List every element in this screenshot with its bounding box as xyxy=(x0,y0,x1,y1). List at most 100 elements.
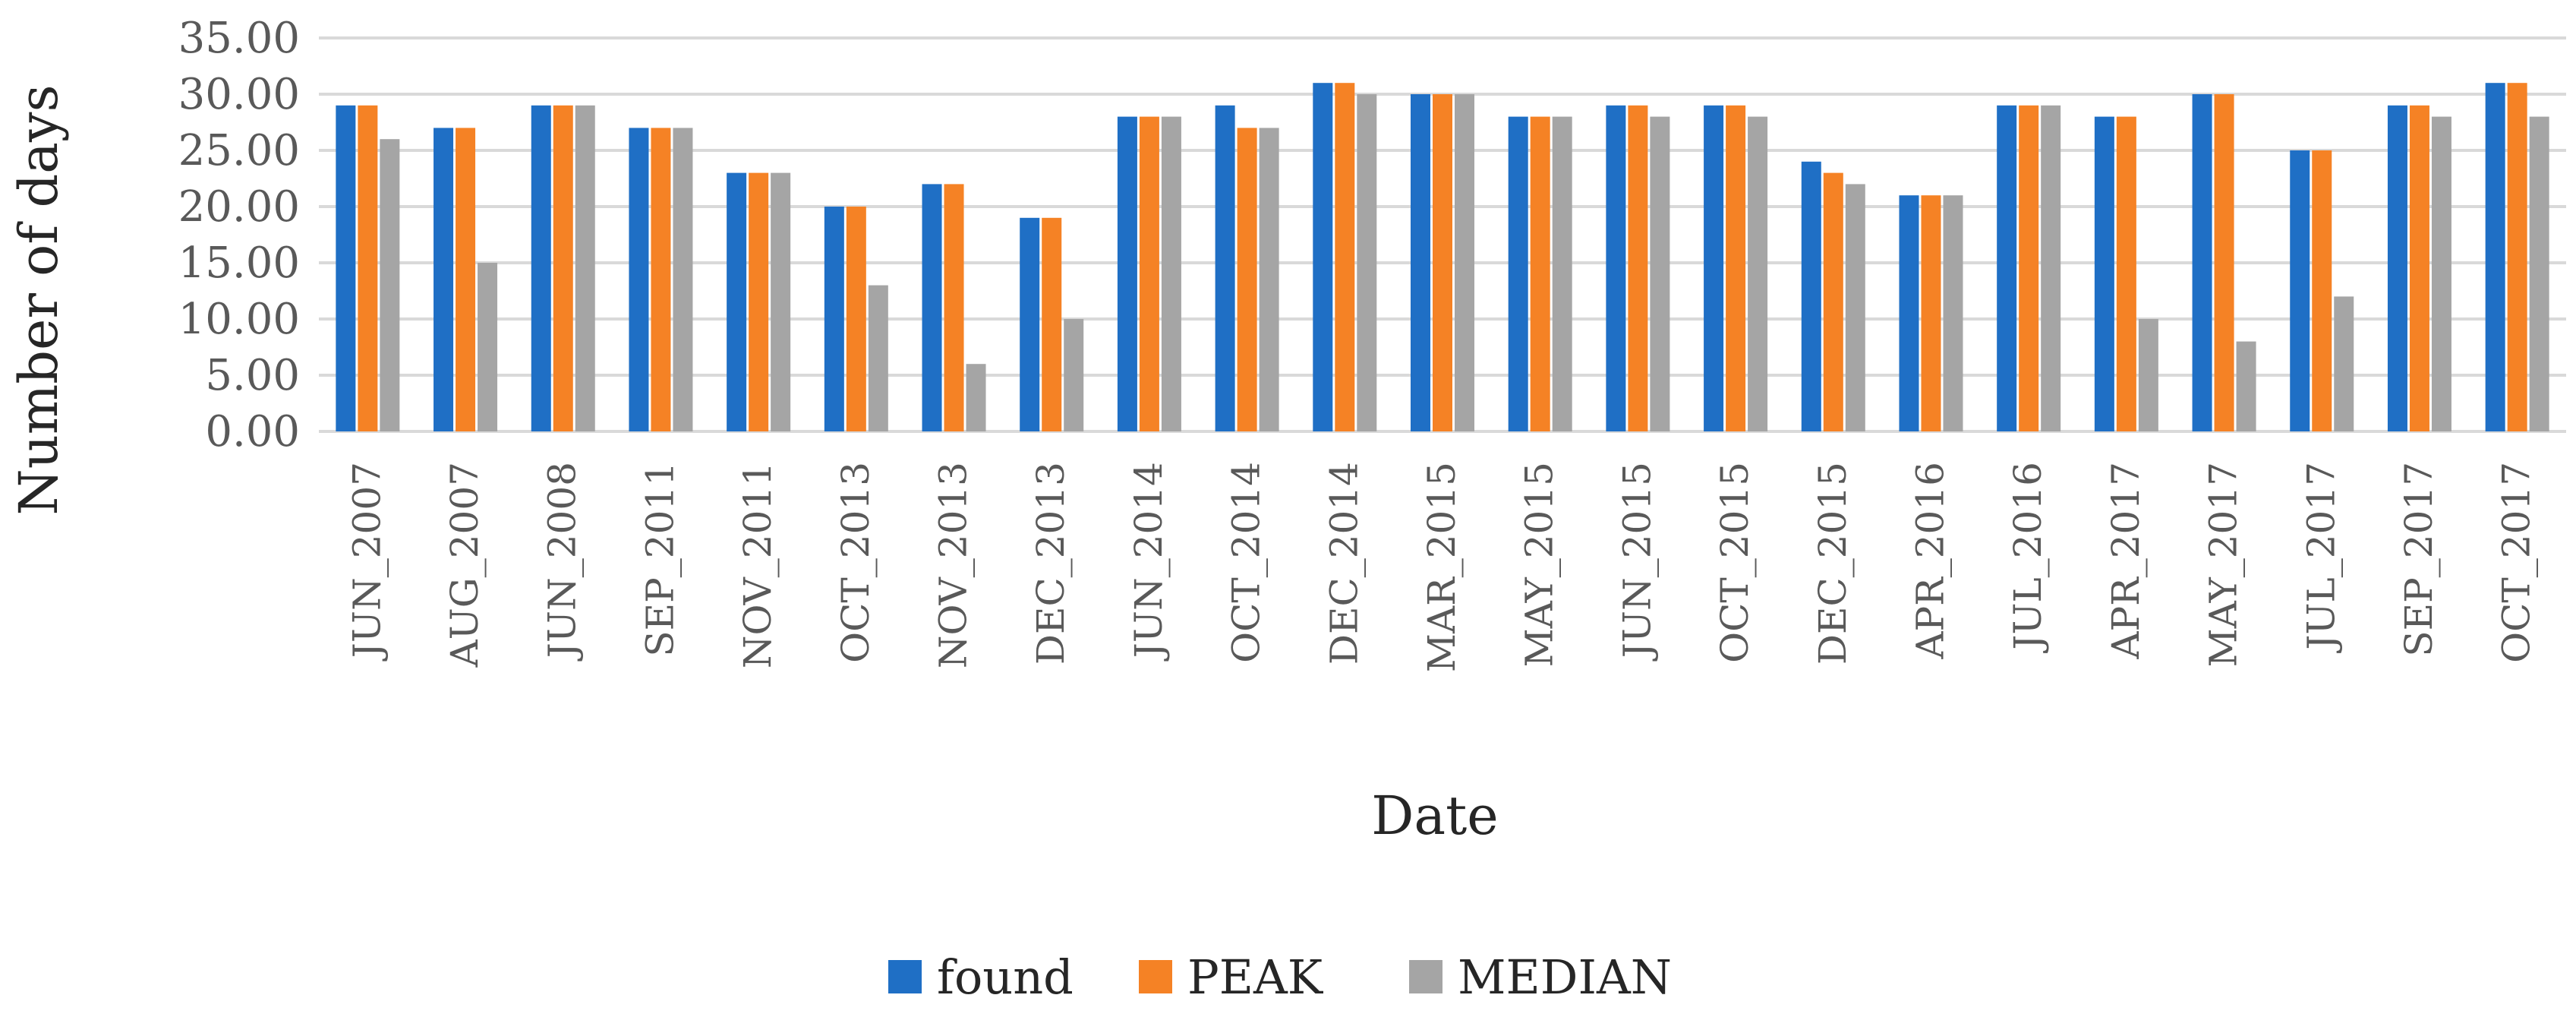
y-tick-label: 15.00 xyxy=(178,238,300,288)
bar-peak-nov_2013 xyxy=(944,184,964,431)
bar-peak-apr_2017 xyxy=(2116,116,2136,431)
bar-peak-apr_2016 xyxy=(1921,195,1941,431)
legend-label-median: MEDIAN xyxy=(1458,949,1672,1005)
x-category-label: APR_2017 xyxy=(2104,462,2148,660)
bar-median-dec_2015 xyxy=(1845,184,1865,431)
bars xyxy=(336,83,2549,432)
bar-peak-nov_2011 xyxy=(749,172,769,431)
bar-found-may_2017 xyxy=(2192,94,2212,431)
x-category-label: MAY_2017 xyxy=(2202,462,2246,668)
x-category-label: MAR_2015 xyxy=(1420,462,1464,672)
bar-median-jun_2007 xyxy=(380,139,400,431)
y-axis-ticks: 0.00 5.00 10.00 15.00 20.00 25.00 30.00 35.00 xyxy=(178,14,300,456)
bar-median-apr_2016 xyxy=(1943,195,1963,431)
x-category-label: OCT_2017 xyxy=(2495,462,2539,663)
bar-median-may_2015 xyxy=(1552,116,1572,431)
bar-peak-jul_2017 xyxy=(2312,150,2332,431)
x-category-label: DEC_2014 xyxy=(1322,462,1366,665)
bar-found-may_2015 xyxy=(1508,116,1528,431)
bar-found-nov_2011 xyxy=(727,172,747,431)
legend-swatch-found xyxy=(888,960,922,993)
bar-peak-jun_2008 xyxy=(553,105,573,432)
bar-median-sep_2011 xyxy=(673,128,693,431)
bar-median-nov_2013 xyxy=(966,364,986,431)
x-category-label: OCT_2013 xyxy=(834,462,878,663)
bar-found-nov_2013 xyxy=(922,184,942,431)
bar-peak-jun_2007 xyxy=(358,105,378,432)
bar-found-apr_2016 xyxy=(1899,195,1919,431)
bar-found-dec_2013 xyxy=(1020,217,1040,431)
bar-peak-aug_2007 xyxy=(456,128,476,431)
x-axis-category-labels: JUN_2007 AUG_2007 JUN_2008 SEP_2011 NOV_2011… xyxy=(345,462,2538,672)
x-category-label: JUN_2007 xyxy=(345,462,389,662)
bar-peak-may_2017 xyxy=(2214,94,2234,431)
y-tick-label: 30.00 xyxy=(178,70,300,119)
legend: found PEAK MEDIAN xyxy=(888,949,1672,1005)
x-category-label: JUL_2016 xyxy=(2006,462,2050,654)
bar-median-jun_2008 xyxy=(575,105,595,432)
bar-peak-oct_2013 xyxy=(846,207,866,431)
x-category-label: JUN_2008 xyxy=(541,462,585,662)
bar-median-jul_2017 xyxy=(2334,296,2354,431)
x-category-label: DEC_2013 xyxy=(1029,462,1073,665)
x-category-label: SEP_2017 xyxy=(2397,462,2441,657)
x-category-label: OCT_2014 xyxy=(1225,462,1269,663)
bar-found-jul_2016 xyxy=(1997,105,2017,432)
bar-found-oct_2014 xyxy=(1215,105,1235,432)
bar-median-may_2017 xyxy=(2236,341,2256,431)
bar-found-jun_2014 xyxy=(1117,116,1137,431)
bar-peak-dec_2013 xyxy=(1042,217,1062,431)
bar-found-apr_2017 xyxy=(2094,116,2114,431)
bar-median-jun_2014 xyxy=(1161,116,1181,431)
x-category-label: NOV_2011 xyxy=(736,462,780,668)
x-category-label: OCT_2015 xyxy=(1713,462,1757,663)
bar-found-jun_2007 xyxy=(336,105,356,432)
y-axis-title: Number of days xyxy=(8,85,70,516)
bar-median-oct_2015 xyxy=(1748,116,1768,431)
x-category-label: JUN_2015 xyxy=(1615,462,1659,662)
x-axis-title: Date xyxy=(1371,785,1498,847)
y-tick-label: 25.00 xyxy=(178,126,300,175)
bar-median-aug_2007 xyxy=(478,263,498,431)
bar-found-oct_2015 xyxy=(1704,105,1724,432)
bar-peak-oct_2017 xyxy=(2507,83,2527,431)
bar-peak-oct_2014 xyxy=(1237,128,1257,431)
x-category-label: SEP_2011 xyxy=(638,462,682,657)
bar-median-sep_2017 xyxy=(2431,116,2451,431)
bar-median-oct_2014 xyxy=(1259,128,1279,431)
bar-found-mar_2015 xyxy=(1411,94,1430,431)
bar-peak-sep_2011 xyxy=(651,128,671,431)
bar-found-oct_2017 xyxy=(2485,83,2505,431)
bar-median-apr_2017 xyxy=(2138,319,2158,431)
bar-median-dec_2013 xyxy=(1064,319,1084,431)
x-category-label: MAY_2015 xyxy=(1518,462,1562,668)
legend-label-found: found xyxy=(937,949,1074,1005)
bar-found-jun_2008 xyxy=(531,105,551,432)
bar-found-jun_2015 xyxy=(1606,105,1626,432)
bar-found-dec_2014 xyxy=(1313,83,1333,431)
bar-peak-oct_2015 xyxy=(1726,105,1746,432)
bar-peak-dec_2014 xyxy=(1335,83,1355,431)
bar-found-jul_2017 xyxy=(2290,150,2310,431)
bar-found-aug_2007 xyxy=(434,128,454,431)
y-tick-label: 5.00 xyxy=(205,351,300,400)
y-tick-label: 35.00 xyxy=(178,14,300,63)
legend-swatch-peak xyxy=(1139,960,1172,993)
x-category-label: DEC_2015 xyxy=(1811,462,1855,665)
bar-peak-mar_2015 xyxy=(1433,94,1452,431)
y-tick-label: 0.00 xyxy=(205,407,300,456)
y-tick-label: 20.00 xyxy=(178,182,300,232)
bar-median-oct_2013 xyxy=(868,285,888,431)
bar-peak-jun_2015 xyxy=(1628,105,1648,432)
bar-median-jun_2015 xyxy=(1650,116,1670,431)
bar-found-sep_2011 xyxy=(629,128,649,431)
x-category-label: JUN_2014 xyxy=(1127,462,1171,662)
bar-median-mar_2015 xyxy=(1455,94,1474,431)
bar-peak-jul_2016 xyxy=(2019,105,2039,432)
x-category-label: AUG_2007 xyxy=(443,462,487,668)
bar-found-sep_2017 xyxy=(2387,105,2407,432)
x-category-label: NOV_2013 xyxy=(932,462,976,668)
bar-peak-dec_2015 xyxy=(1823,172,1843,431)
legend-label-peak: PEAK xyxy=(1187,949,1324,1005)
